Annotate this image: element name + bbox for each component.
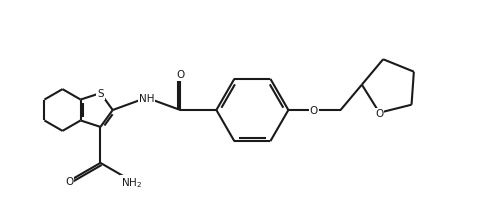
Text: S: S	[97, 89, 104, 99]
Text: O: O	[375, 109, 384, 119]
Text: O: O	[310, 106, 318, 116]
Text: NH$_2$: NH$_2$	[121, 176, 142, 190]
Text: NH: NH	[139, 94, 154, 104]
Text: O: O	[65, 177, 73, 187]
Text: O: O	[176, 70, 184, 80]
